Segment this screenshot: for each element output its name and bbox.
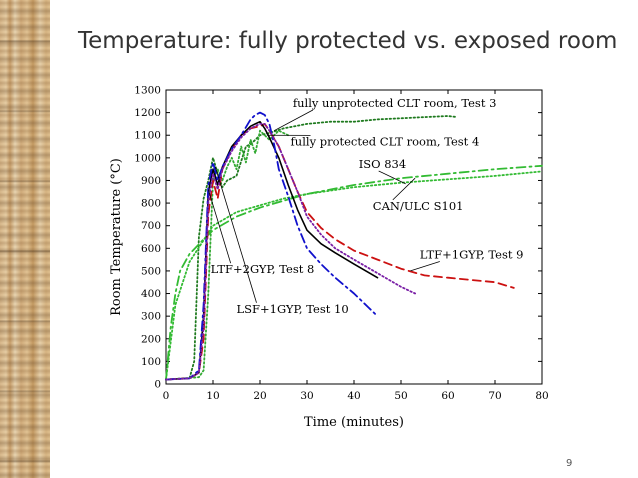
chart-annotations: fully unprotected CLT room, Test 3 fully … bbox=[207, 96, 524, 316]
series-line-1 bbox=[165, 129, 290, 381]
annotation-arrow-0 bbox=[273, 109, 314, 132]
x-tick-label: 30 bbox=[300, 390, 313, 402]
series-line-7 bbox=[165, 123, 417, 381]
annotation-arrow-6 bbox=[214, 166, 257, 303]
y-tick-label: 500 bbox=[141, 265, 161, 277]
x-tick-label: 70 bbox=[488, 390, 501, 402]
annotation-label-4: LTF+1GYP, Test 9 bbox=[420, 247, 524, 261]
annotation-label-0: fully unprotected CLT room, Test 3 bbox=[293, 96, 497, 110]
annotation-label-5: LTF+2GYP, Test 8 bbox=[211, 262, 315, 276]
y-axis-label: Room Temperature (°C) bbox=[109, 158, 124, 316]
page-number: 9 bbox=[566, 458, 573, 469]
y-tick-label: 200 bbox=[141, 333, 161, 345]
y-tick-label: 900 bbox=[141, 175, 161, 187]
annotation-label-3: CAN/ULC S101 bbox=[373, 199, 464, 213]
y-tick-label: 1000 bbox=[134, 152, 161, 164]
x-tick-label: 0 bbox=[163, 390, 170, 402]
y-tick-label: 1200 bbox=[134, 107, 161, 119]
x-axis-label: Time (minutes) bbox=[304, 415, 404, 430]
y-tick-label: 100 bbox=[141, 356, 161, 368]
annotation-arrow-2 bbox=[378, 170, 406, 185]
annotation-label-2: ISO 834 bbox=[359, 157, 406, 171]
annotation-arrow-4 bbox=[410, 261, 440, 272]
y-tick-label: 300 bbox=[141, 311, 161, 323]
annotation-label-6: LSF+1GYP, Test 10 bbox=[237, 302, 349, 316]
series-line-6 bbox=[165, 111, 379, 381]
series-line-0 bbox=[165, 115, 459, 381]
chart-series bbox=[165, 111, 543, 381]
y-tick-label: 400 bbox=[141, 288, 161, 300]
annotation-arrow-5 bbox=[207, 189, 232, 264]
y-tick-label: 600 bbox=[141, 243, 161, 255]
slide-title: Temperature: fully protected vs. exposed… bbox=[78, 28, 618, 54]
x-tick-label: 60 bbox=[441, 390, 454, 402]
x-tick-label: 10 bbox=[206, 390, 219, 402]
y-tick-label: 800 bbox=[141, 198, 161, 210]
annotation-arrow-3 bbox=[392, 177, 416, 201]
series-line-3 bbox=[165, 170, 543, 381]
y-tick-label: 0 bbox=[154, 379, 161, 391]
x-tick-label: 80 bbox=[535, 390, 548, 402]
annotation-label-1: fully protected CLT room, Test 4 bbox=[291, 134, 480, 148]
y-tick-label: 1100 bbox=[134, 130, 161, 142]
x-tick-label: 50 bbox=[394, 390, 407, 402]
x-tick-label: 40 bbox=[347, 390, 360, 402]
y-tick-label: 700 bbox=[141, 220, 161, 232]
y-tick-label: 1300 bbox=[134, 85, 161, 97]
series-line-2 bbox=[165, 164, 543, 381]
x-tick-label: 20 bbox=[253, 390, 266, 402]
chart-axes: 0 10 20 30 40 50 60 70 8001002003004005006007008… bbox=[134, 85, 548, 403]
wood-texture-strip bbox=[0, 0, 50, 478]
